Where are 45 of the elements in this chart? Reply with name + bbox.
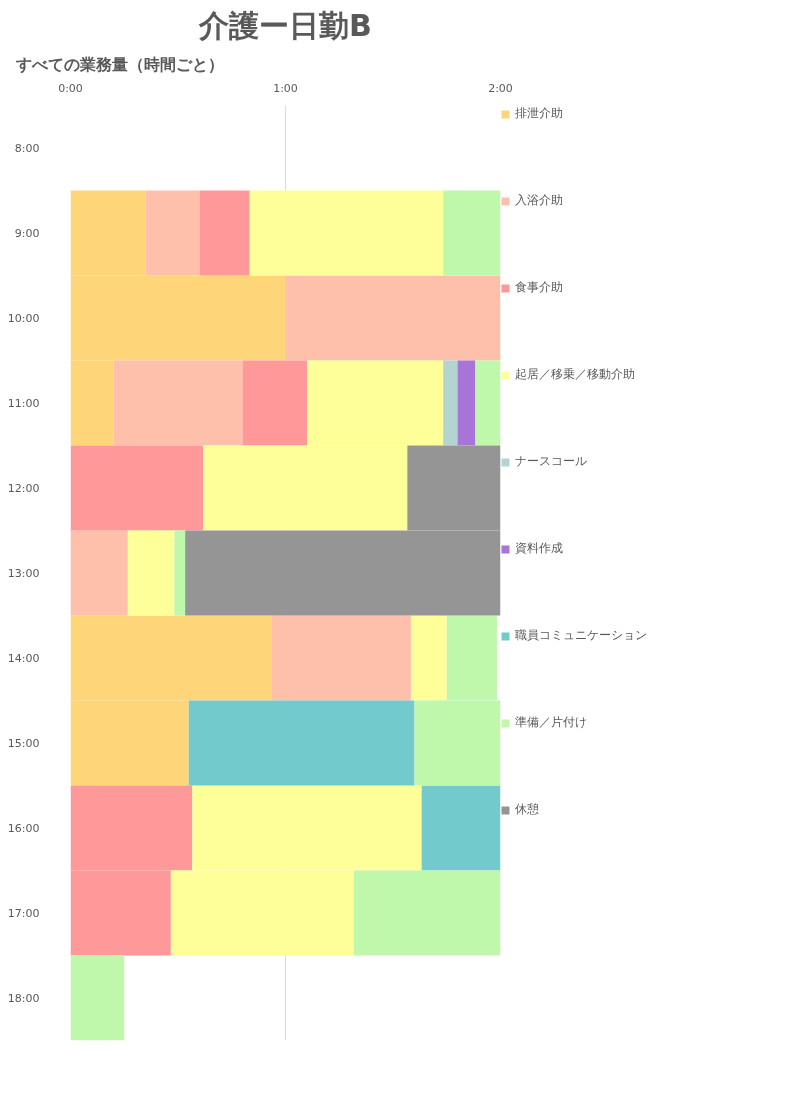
bar [249, 190, 444, 276]
chart-title: 介護ー日勤B [198, 7, 372, 43]
x-tick-label: 2:00 [488, 81, 513, 95]
x-tick-label: 1:00 [273, 81, 298, 95]
bar [70, 955, 125, 1041]
bar [242, 360, 307, 446]
bar [199, 190, 250, 276]
legend-label: 入浴介助 [515, 192, 563, 209]
bar [113, 360, 243, 446]
legend-label: 職員コミュニケーション [515, 627, 647, 644]
bar [271, 615, 411, 701]
y-tick-label: 16:00 [7, 821, 40, 835]
y-tick-label: 9:00 [14, 226, 40, 240]
bar [70, 445, 204, 531]
bar [443, 190, 501, 276]
bar [421, 785, 501, 871]
legend-label: 資料作成 [515, 540, 563, 557]
legend-label: 食事介助 [515, 279, 563, 296]
y-tick-label: 11:00 [7, 396, 40, 410]
bar [443, 360, 458, 446]
legend-label: 排泄介助 [515, 105, 563, 122]
y-tick-label: 15:00 [7, 736, 40, 750]
x-tick-label: 0:00 [58, 81, 83, 95]
y-tick-label: 13:00 [7, 566, 40, 580]
y-tick-label: 10:00 [7, 311, 40, 325]
y-tick-label: 17:00 [7, 906, 40, 920]
y-tick-label: 12:00 [7, 481, 40, 495]
legend-label: 起居／移乗／移動介助 [515, 366, 635, 383]
legend-label: ナースコール [515, 453, 587, 470]
legend-label: 休憩 [515, 801, 539, 818]
bar [353, 870, 501, 956]
bar [285, 275, 501, 361]
bar [174, 530, 186, 616]
y-tick-label: 14:00 [7, 651, 40, 665]
bar [127, 530, 175, 616]
y-tick-label: 18:00 [7, 991, 40, 1005]
bar [475, 360, 501, 446]
bar [457, 360, 476, 446]
bar [145, 190, 200, 276]
bar [410, 615, 447, 701]
legend-label: 準備／片付け [515, 714, 587, 731]
y-tick-label: 8:00 [14, 141, 40, 155]
bar [70, 530, 128, 616]
bar [188, 700, 415, 786]
chart-subtitle: すべての業務量（時間ごと） [14, 54, 224, 74]
